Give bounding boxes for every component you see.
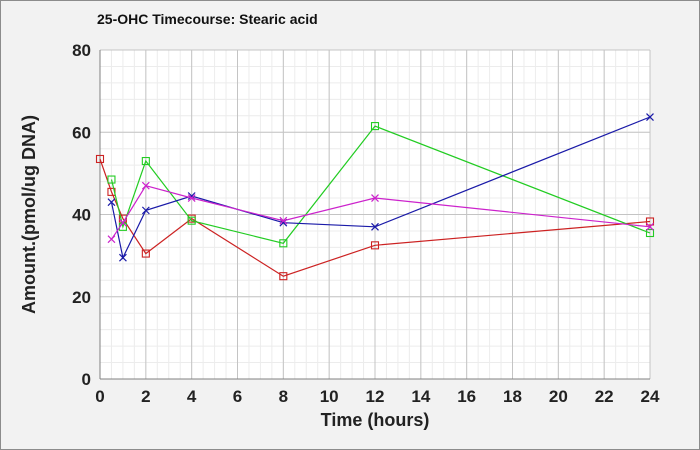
- data-point: [279, 272, 288, 281]
- data-point: [141, 249, 150, 258]
- x-tick-label: 16: [457, 387, 476, 406]
- data-point: [279, 216, 288, 225]
- data-point: [370, 122, 380, 131]
- data-point: [371, 194, 379, 202]
- axes: [99, 50, 650, 380]
- y-axis-label: Amount.(pmol/ug DNA): [19, 115, 39, 314]
- x-tick-label: 20: [549, 387, 568, 406]
- y-tick-label: 0: [82, 370, 91, 389]
- x-tick-label: 24: [641, 387, 660, 406]
- data-point: [370, 241, 380, 250]
- y-tick-label: 80: [72, 41, 91, 60]
- y-tick-label: 60: [72, 123, 91, 142]
- x-tick-label: 22: [595, 387, 614, 406]
- data-point: [187, 216, 196, 225]
- series-line: [99, 158, 651, 277]
- data-point: [371, 222, 379, 231]
- x-tick-label: 18: [503, 387, 522, 406]
- data-point: [646, 113, 654, 121]
- series-4: [107, 181, 654, 244]
- x-tick-label: 12: [366, 387, 385, 406]
- data-point: [646, 222, 654, 231]
- data-point: [95, 154, 105, 164]
- data-point: [645, 217, 655, 226]
- series-line: [110, 125, 651, 244]
- data-point: [118, 253, 127, 262]
- data-point: [141, 156, 150, 166]
- series-1: [95, 154, 655, 281]
- data-point: [107, 175, 116, 184]
- x-axis-label: Time (hours): [321, 410, 430, 430]
- data-point: [107, 198, 116, 207]
- series-2: [107, 122, 655, 248]
- x-tick-label: 14: [411, 387, 430, 406]
- x-tick-label: 10: [320, 387, 339, 406]
- y-tick-label: 20: [72, 288, 91, 307]
- y-tick-label: 40: [72, 206, 91, 225]
- x-tick-label: 0: [95, 387, 104, 406]
- x-tick-label: 8: [279, 387, 288, 406]
- data-point: [107, 235, 116, 244]
- x-tick-label: 4: [187, 387, 197, 406]
- data-point: [645, 228, 655, 238]
- data-point: [279, 239, 288, 248]
- series-layer: [95, 113, 655, 281]
- x-tick-label: 2: [141, 387, 150, 406]
- data-point: [141, 181, 150, 190]
- x-tick-label: 6: [233, 387, 242, 406]
- chart-title: 25-OHC Timecourse: Stearic acid: [97, 11, 318, 27]
- y-axis-ticks: 0 20 40 60 80: [72, 41, 91, 389]
- data-point: [187, 194, 196, 202]
- x-axis-ticks: 0 2 4 6 8 10 12 14 16 18 20 22 24: [95, 387, 660, 406]
- data-point: [141, 206, 150, 215]
- data-point: [118, 218, 127, 227]
- series-3: [107, 113, 654, 262]
